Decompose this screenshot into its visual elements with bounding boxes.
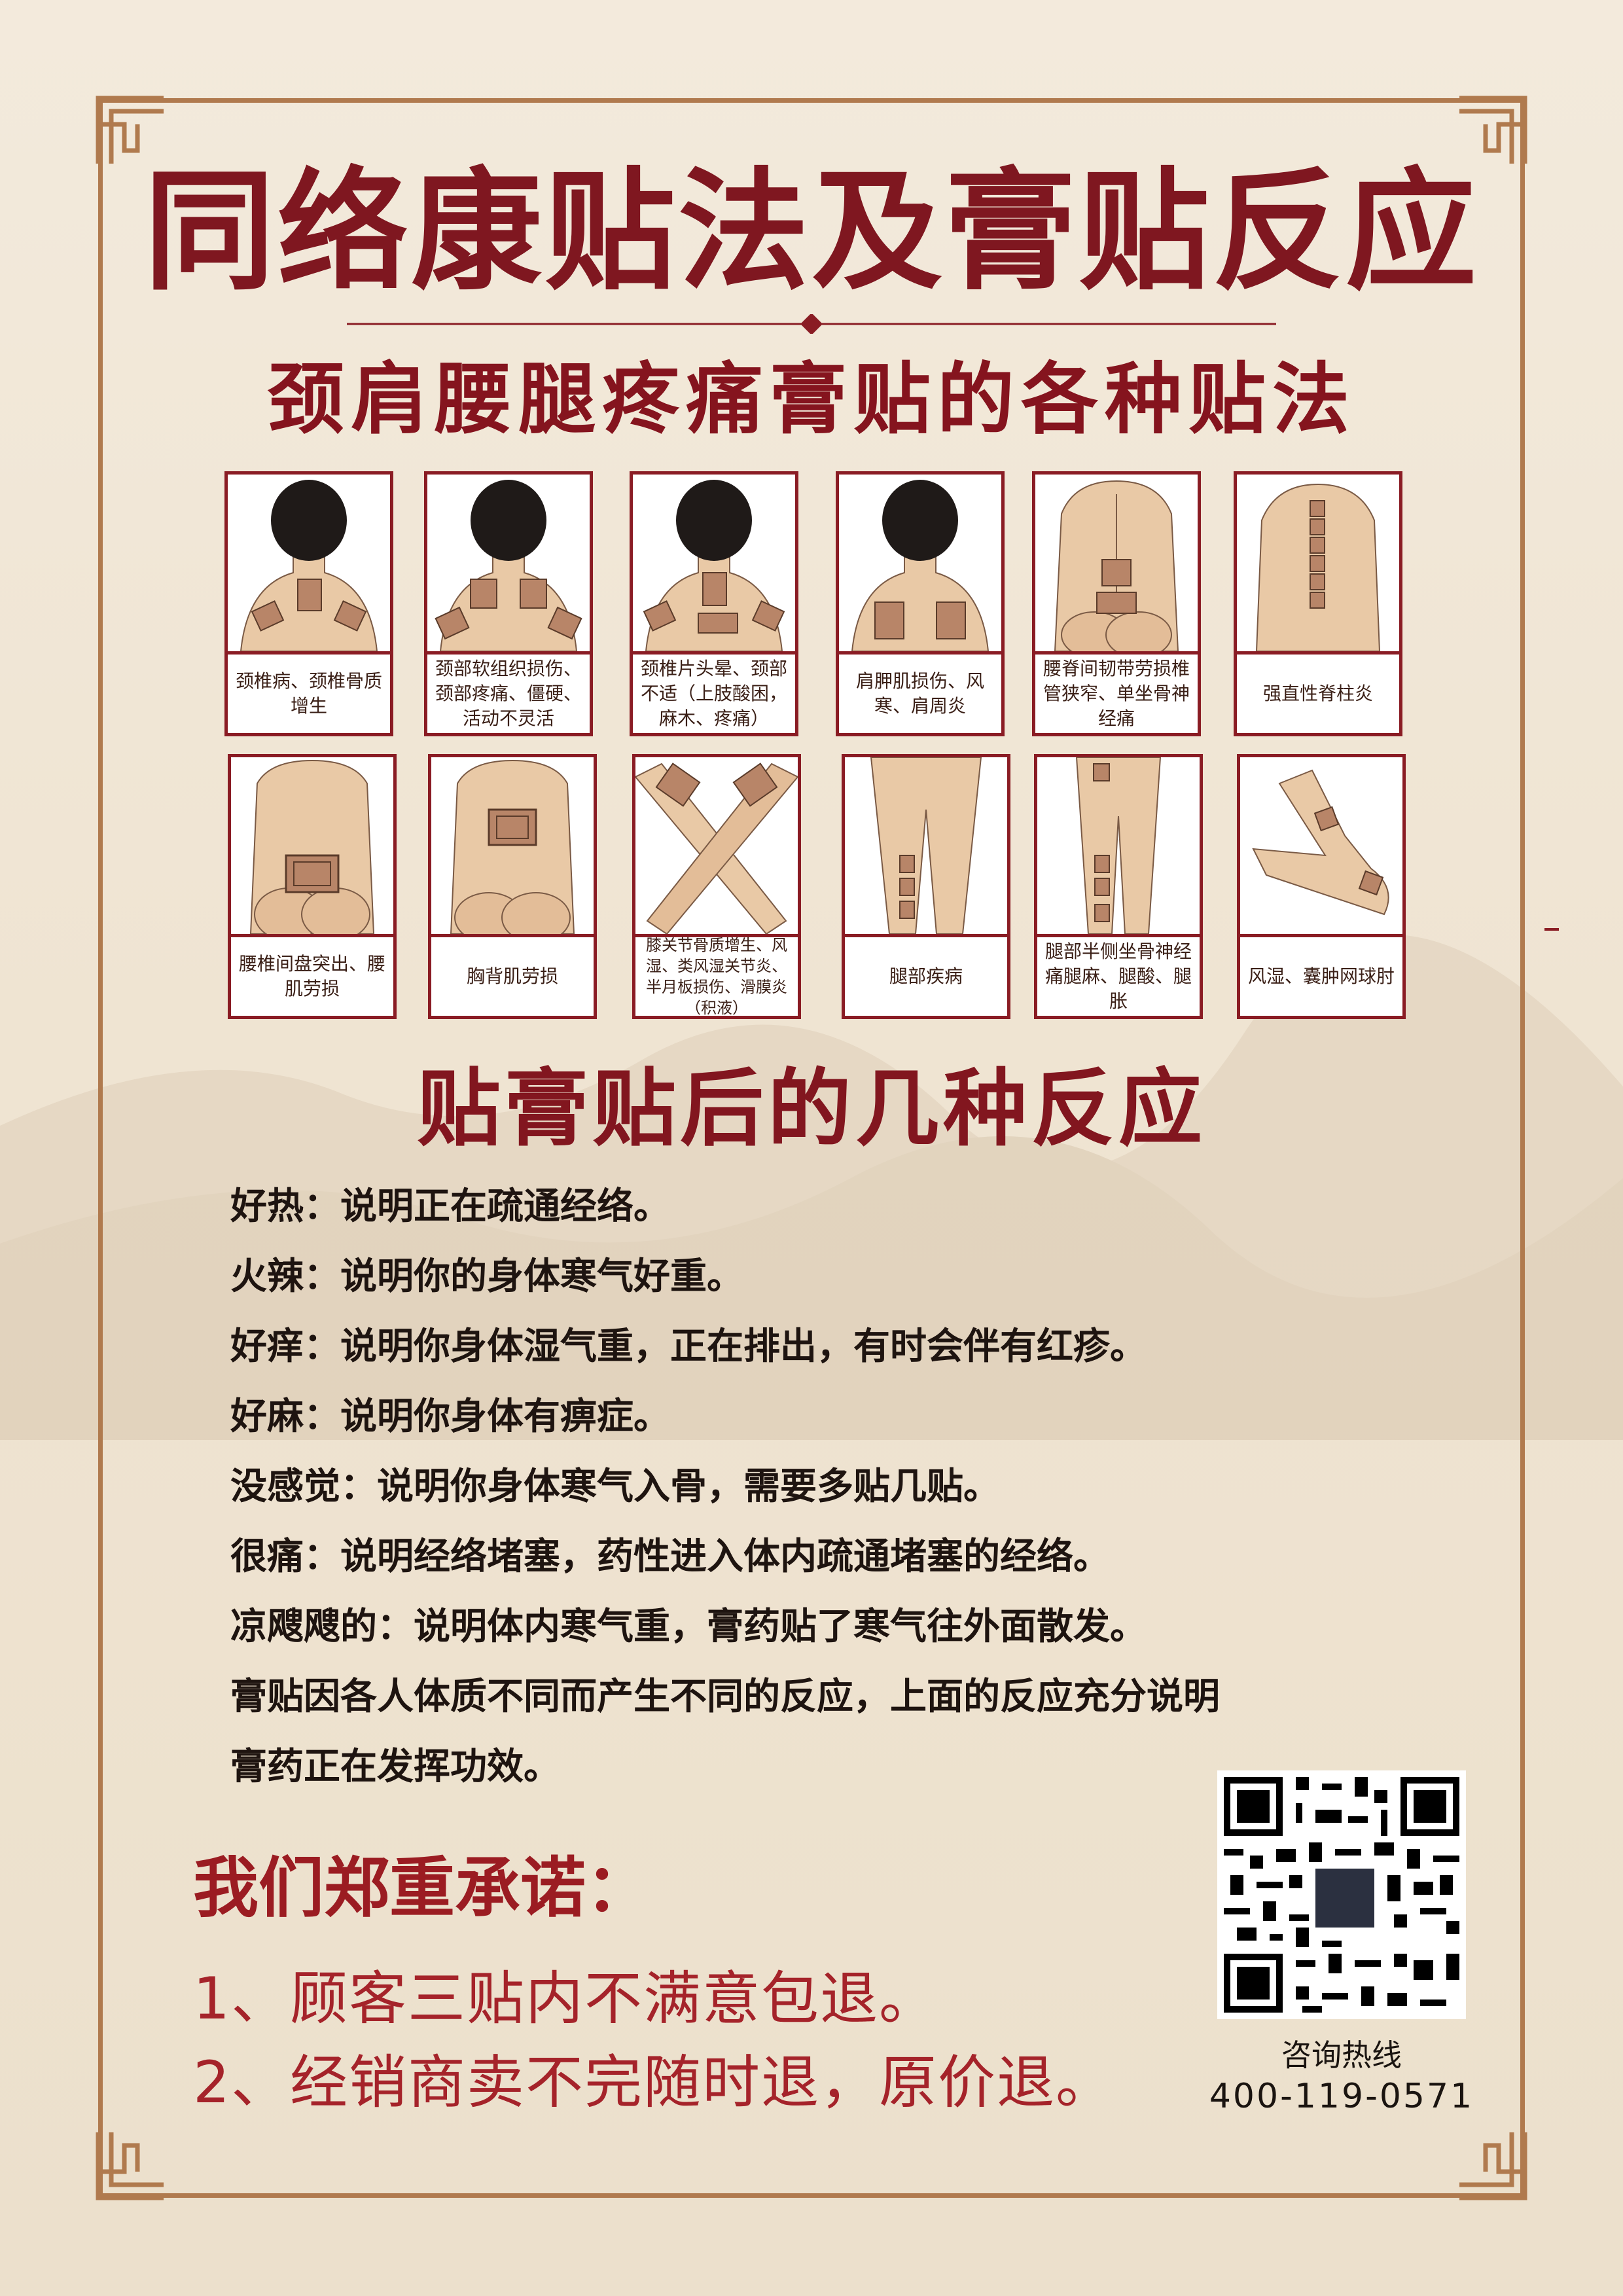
method-caption: 颈椎病、颈椎骨质增生 <box>235 670 382 717</box>
hotline-label: 咨询热线 <box>1281 2037 1402 2073</box>
leg-side-figure-icon <box>1075 757 1162 934</box>
reaction-line: 好热：说明正在疏通经络。 <box>230 1185 670 1228</box>
method-caption: 肩胛肌损伤、风寒、肩周炎 <box>855 670 984 717</box>
reaction-line: 好痒：说明你身体湿气重，正在排出，有时会伴有红疹。 <box>230 1325 1147 1368</box>
method-caption: 强直性脊柱炎 <box>1262 682 1373 704</box>
reactions-title: 贴膏贴后的几种反应 <box>416 1060 1206 1158</box>
method-caption: 风湿、囊肿网球肘 <box>1247 965 1395 987</box>
neck-shoulder-back-figure-icon <box>435 480 582 651</box>
lower-back-figure-icon <box>1054 480 1179 651</box>
decorative-frame <box>98 98 1525 2198</box>
reaction-line: 没感觉：说明你身体寒气入骨，需要多贴几贴。 <box>230 1465 1000 1508</box>
method-panel: 膝关节骨质增生、风湿、类风湿关节炎、半月板损伤、滑膜炎（积液） <box>632 754 801 1019</box>
corner-ornament-icon <box>1459 96 1527 164</box>
neck-shoulder-back-figure-icon <box>851 480 990 651</box>
method-panel: 颈椎片头晕、颈部不适（上肢酸困，麻木、疼痛） <box>630 471 798 736</box>
reaction-line: 好麻：说明你身体有痹症。 <box>230 1395 670 1438</box>
method-panel: 腿部疾病 <box>842 754 1010 1019</box>
method-caption: 颈椎片头晕、颈部不适（上肢酸困，麻木、疼痛） <box>640 657 787 729</box>
method-panel: 肩胛肌损伤、风寒、肩周炎 <box>836 471 1005 736</box>
corner-ornament-icon <box>1459 2132 1527 2200</box>
method-panel: 强直性脊柱炎 <box>1234 471 1402 736</box>
method-panel: 颈椎病、颈椎骨质增生 <box>224 471 393 736</box>
corner-ornament-icon <box>96 2132 164 2200</box>
method-caption: 腰椎间盘突出、腰肌劳损 <box>238 952 385 999</box>
lower-back-figure-icon <box>249 759 375 934</box>
method-panel: 腰椎间盘突出、腰肌劳损 <box>228 754 397 1019</box>
method-caption: 腿部疾病 <box>889 965 963 987</box>
knees-figure-icon <box>635 762 798 934</box>
neck-shoulder-back-figure-icon <box>643 480 785 651</box>
reactions-list: 好热：说明正在疏通经络。 火辣：说明你的身体寒气好重。 好痒：说明你身体湿气重，… <box>230 1172 1408 1802</box>
methods-subtitle: 颈肩腰腿疼痛膏贴的各种贴法 <box>266 354 1356 444</box>
qr-code-icon <box>1217 1770 1466 2019</box>
spine-figure-icon <box>1255 483 1381 651</box>
method-panel: 胸背肌劳损 <box>428 754 597 1019</box>
elbow-figure-icon <box>1252 769 1389 916</box>
method-panel: 风湿、囊肿网球肘 <box>1237 754 1406 1019</box>
method-caption: 腰脊间韧带劳损椎管狭窄、单坐骨神经痛 <box>1043 657 1190 729</box>
promise-title: 我们郑重承诺： <box>193 1850 651 1926</box>
side-tick <box>1544 928 1559 931</box>
title-divider <box>347 314 1276 334</box>
corner-ornament-icon <box>96 96 164 164</box>
method-caption: 颈部软组织损伤、颈部疼痛、僵硬、活动不灵活 <box>435 657 582 729</box>
reaction-line: 很痛：说明经络堵塞，药性进入体内疏通堵塞的经络。 <box>230 1535 1110 1578</box>
legs-figure-icon <box>870 757 982 934</box>
mountain-watermark <box>0 934 1623 1440</box>
reaction-line: 火辣：说明你的身体寒气好重。 <box>230 1255 743 1298</box>
promise-item: 2、经销商卖不完随时退，原价退。 <box>193 2049 1115 2116</box>
promise-item: 1、顾客三贴内不满意包退。 <box>193 1965 938 2032</box>
hotline-number[interactable]: 400-119-0571 <box>1209 2077 1474 2116</box>
reaction-line: 凉飕飕的：说明体内寒气重，膏药贴了寒气往外面散发。 <box>230 1605 1147 1648</box>
method-panel: 腰脊间韧带劳损椎管狭窄、单坐骨神经痛 <box>1032 471 1201 736</box>
method-caption: 腿部半侧坐骨神经痛腿麻、腿酸、腿胀 <box>1044 940 1192 1012</box>
qr-code[interactable] <box>1217 1770 1466 2019</box>
upper-back-figure-icon <box>450 759 575 934</box>
promise-list: 1、顾客三贴内不满意包退。 2、经销商卖不完随时退，原价退。 <box>193 1957 1115 2125</box>
method-caption: 膝关节骨质增生、风湿、类风湿关节炎、半月板损伤、滑膜炎（积液） <box>646 935 787 1017</box>
page-title: 同络康贴法及膏贴反应 <box>143 156 1479 308</box>
method-panel: 腿部半侧坐骨神经痛腿麻、腿酸、腿胀 <box>1034 754 1203 1019</box>
neck-shoulder-back-figure-icon <box>240 480 378 651</box>
method-caption: 胸背肌劳损 <box>466 965 558 987</box>
method-panel: 颈部软组织损伤、颈部疼痛、僵硬、活动不灵活 <box>424 471 593 736</box>
reaction-line: 膏贴因各人体质不同而产生不同的反应，上面的反应充分说明 <box>230 1676 1220 1718</box>
reaction-line: 膏药正在发挥功效。 <box>230 1746 560 1788</box>
